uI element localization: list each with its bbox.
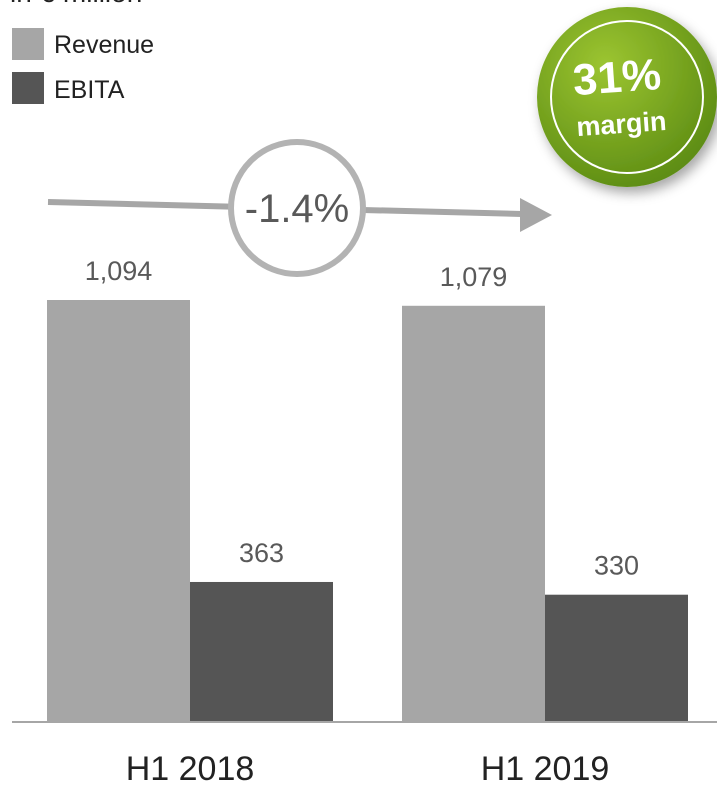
bar-ebita-h1-2019 <box>545 594 688 722</box>
legend-label-revenue: Revenue <box>54 31 154 59</box>
trend-arrow: -1.4% <box>47 139 552 277</box>
change-percent-label: -1.4% <box>245 187 350 231</box>
margin-badge-value: 31% <box>571 50 662 105</box>
legend: Revenue EBITA <box>12 28 154 104</box>
legend-label-ebita: EBITA <box>54 76 125 104</box>
bar-revenue-h1-2019 <box>402 305 545 722</box>
legend-swatch-ebita <box>12 72 44 104</box>
value-label-revenue-h1-2019: 1,079 <box>440 262 508 292</box>
margin-badge-circle <box>537 7 717 187</box>
bar-revenue-h1-2018 <box>47 300 190 722</box>
bar-ebita-h1-2018 <box>190 581 333 722</box>
margin-badge-label: margin <box>575 106 667 142</box>
legend-swatch-revenue <box>12 28 44 60</box>
bars-layer: 1,094 363 H1 2018 1,079 330 H1 2019 <box>47 256 688 785</box>
value-label-revenue-h1-2018: 1,094 <box>85 256 153 286</box>
category-label-h1-2019: H1 2019 <box>481 750 610 785</box>
value-label-ebita-h1-2018: 363 <box>239 538 284 568</box>
margin-badge: 31% margin <box>537 7 717 187</box>
margin-badge-ring <box>550 20 704 174</box>
change-circle <box>228 139 366 277</box>
trend-arrow-head <box>520 198 552 232</box>
category-label-h1-2018: H1 2018 <box>126 750 255 785</box>
value-label-ebita-h1-2019: 330 <box>594 551 639 581</box>
chart-subtitle: in € million <box>10 0 142 8</box>
